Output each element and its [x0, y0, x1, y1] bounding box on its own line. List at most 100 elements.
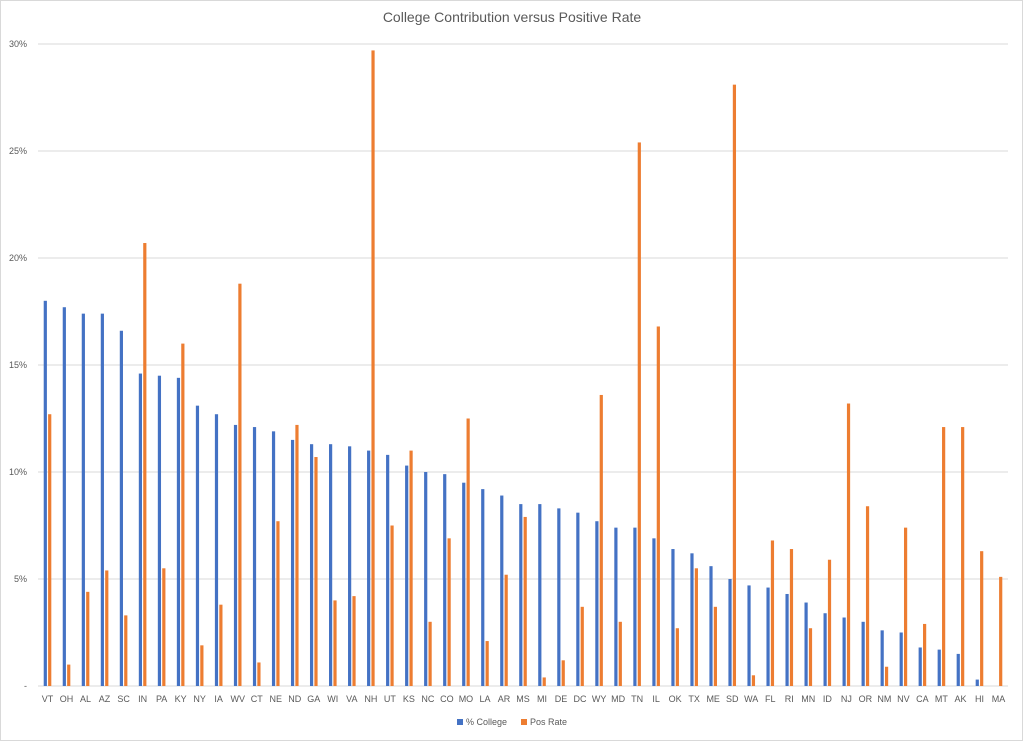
bar-college-va	[348, 446, 352, 686]
bar-pos-rate-me	[713, 606, 717, 686]
y-tick-label: 15%	[9, 360, 27, 370]
legend-swatch-pos-rate	[521, 719, 527, 725]
bar-pos-rate-mt	[942, 427, 946, 686]
bar-college-ut	[386, 454, 390, 686]
bar-pos-rate-nc	[428, 621, 432, 686]
bar-pos-rate-ne	[276, 521, 280, 686]
bar-pos-rate-ga	[314, 457, 318, 686]
x-tick-label: NE	[269, 694, 282, 704]
x-tick-label: CT	[251, 694, 263, 704]
x-tick-label: OR	[859, 694, 873, 704]
bar-college-nj	[842, 617, 846, 686]
bar-college-al	[81, 313, 85, 686]
bar-college-hi	[975, 679, 979, 686]
bar-college-nd	[290, 439, 295, 686]
bar-pos-rate-tx	[694, 568, 698, 686]
x-tick-label: OK	[669, 694, 682, 704]
x-tick-label: NM	[877, 694, 891, 704]
bar-pos-rate-tn	[637, 142, 641, 686]
x-tick-label: NY	[193, 694, 206, 704]
bar-college-id	[823, 613, 827, 686]
bar-pos-rate-wy	[599, 394, 603, 686]
bar-college-ri	[785, 593, 789, 686]
bar-pos-rate-va	[352, 596, 356, 686]
x-tick-label: UT	[384, 694, 396, 704]
x-tick-label: ME	[706, 694, 720, 704]
bar-pos-rate-ny	[200, 645, 204, 686]
bar-pos-rate-fl	[770, 540, 775, 686]
x-tick-label: CA	[916, 694, 929, 704]
bar-college-sc	[119, 330, 123, 686]
x-tick-label: CO	[440, 694, 454, 704]
bar-pos-rate-mn	[808, 628, 813, 686]
bar-pos-rate-ia	[219, 604, 223, 686]
x-tick-label: LA	[479, 694, 490, 704]
bar-college-ia	[214, 414, 219, 686]
y-tick-label: 10%	[9, 467, 27, 477]
bar-college-tn	[633, 527, 637, 686]
x-tick-label: WA	[744, 694, 758, 704]
y-tick-label: 25%	[9, 146, 27, 156]
bar-college-mi	[538, 504, 542, 686]
bar-pos-rate-or	[865, 506, 870, 686]
bar-pos-rate-nj	[846, 403, 851, 686]
bar-pos-rate-ks	[409, 450, 413, 686]
bar-college-dc	[576, 512, 580, 686]
bar-college-ca	[918, 647, 922, 686]
bar-pos-rate-mo	[466, 418, 470, 686]
y-tick-label: -	[24, 681, 27, 691]
bar-college-mn	[804, 602, 808, 686]
x-tick-label: DC	[574, 694, 587, 704]
bar-pos-rate-id	[827, 559, 832, 686]
x-tick-label: NH	[364, 694, 377, 704]
legend-item-college: % College	[456, 717, 507, 727]
bar-college-co	[443, 474, 447, 686]
x-tick-label: ID	[823, 694, 833, 704]
bar-college-pa	[157, 375, 162, 686]
bar-college-ks	[405, 465, 409, 686]
bar-college-fl	[766, 587, 770, 686]
bar-pos-rate-al	[86, 591, 90, 686]
bar-college-oh	[62, 307, 66, 686]
bar-pos-rate-wv	[238, 283, 242, 686]
x-tick-label: TX	[688, 694, 700, 704]
bar-college-ms	[519, 504, 523, 686]
bar-pos-rate-wa	[751, 675, 756, 686]
legend-item-pos-rate: Pos Rate	[521, 717, 567, 727]
x-tick-label: MT	[935, 694, 948, 704]
bar-college-nc	[424, 472, 428, 686]
bar-college-sd	[728, 579, 732, 686]
bar-college-ny	[195, 405, 200, 686]
bar-college-nm	[880, 630, 884, 686]
bar-pos-rate-il	[656, 326, 660, 686]
bar-college-wv	[233, 424, 238, 686]
bar-college-tx	[690, 553, 694, 686]
bar-college-az	[100, 313, 104, 686]
bar-pos-rate-co	[447, 538, 451, 686]
bar-pos-rate-wi	[333, 600, 337, 686]
legend-swatch-college	[456, 719, 463, 725]
bar-college-vt	[43, 300, 47, 686]
x-tick-label: NV	[897, 694, 910, 704]
legend-label-pos-rate: Pos Rate	[530, 717, 568, 727]
bar-pos-rate-ct	[257, 662, 261, 686]
bar-college-ct	[252, 427, 257, 686]
x-tick-label: AR	[498, 694, 511, 704]
x-tick-label: RI	[785, 694, 794, 704]
bar-pos-rate-sd	[732, 84, 737, 686]
bar-pos-rate-la	[485, 641, 489, 686]
bars	[43, 50, 1003, 687]
bar-pos-rate-in	[143, 243, 147, 686]
x-tick-label: GA	[307, 694, 320, 704]
y-tick-label: 30%	[9, 39, 27, 49]
bar-pos-rate-ca	[923, 623, 927, 686]
bar-college-ky	[176, 377, 181, 686]
bar-pos-rate-nv	[903, 527, 908, 686]
bar-pos-rate-az	[105, 570, 109, 686]
bar-pos-rate-ma	[999, 576, 1003, 686]
bar-college-wi	[329, 444, 333, 686]
x-tick-label: SC	[117, 694, 130, 704]
bar-college-mt	[937, 649, 941, 686]
bar-pos-rate-md	[618, 621, 622, 686]
